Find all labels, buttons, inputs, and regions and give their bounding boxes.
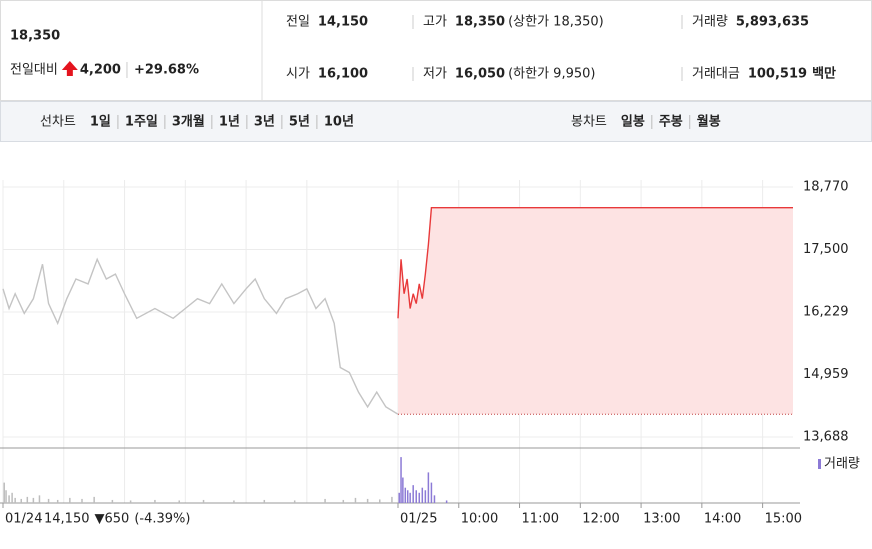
x-tick-label: 01/25: [400, 512, 437, 527]
volume-bar: [47, 498, 50, 503]
item-value: 16,050: [455, 67, 505, 82]
toolbar: [0, 101, 872, 142]
x-tick-label: 01/24: [5, 512, 42, 527]
volume-bar: [3, 482, 5, 503]
item-note: (하한가 9,950): [508, 67, 595, 82]
toolbar-label: 선차트: [40, 115, 76, 130]
toolbar-option[interactable]: 주봉: [659, 115, 683, 130]
volume-bar: [5, 490, 7, 503]
item-unit: 백만: [812, 66, 836, 82]
price-line: [397, 206, 793, 319]
volume-bar: [129, 500, 132, 503]
volume-bar: [400, 457, 402, 503]
price-line: [2, 257, 399, 415]
volume-bar: [418, 492, 421, 503]
item-value: 16,100: [318, 67, 368, 82]
volume-bar: [26, 496, 29, 503]
volume-bar: [233, 500, 235, 503]
volume-bar: [406, 490, 409, 503]
prev-close: 14,150: [44, 512, 90, 527]
x-tick-label: 10:00: [461, 512, 498, 527]
volume-bar: [178, 500, 180, 503]
volume-bar: [69, 497, 71, 503]
change-label: 전일대비: [10, 63, 58, 78]
legend-label: 거래량: [824, 457, 860, 472]
y-tick-label: 18,770: [803, 180, 849, 195]
volume-bar: [11, 492, 13, 503]
volume-bar: [293, 500, 296, 503]
volume-bar: [154, 499, 156, 503]
volume-bar: [354, 497, 357, 503]
rate: +29.68%: [134, 63, 199, 78]
y-tick-label: 13,688: [803, 430, 849, 445]
volume-bar: [93, 496, 95, 503]
item-label: 거래량: [692, 15, 728, 30]
volume-bar: [391, 496, 393, 503]
prev-change: ▼650: [95, 512, 130, 527]
x-tick-label: 13:00: [643, 512, 680, 527]
x-tick-label: 14:00: [704, 512, 741, 527]
item-label: 시가: [286, 67, 310, 82]
item-note: (상한가 18,350): [508, 15, 604, 30]
volume-bar: [81, 498, 83, 503]
item-value: 18,350: [455, 15, 505, 30]
item-label: 전일: [286, 15, 310, 30]
volume-bar: [56, 499, 59, 503]
toolbar-option[interactable]: 3년: [254, 115, 275, 130]
volume-bar: [324, 498, 326, 503]
item-label: 고가: [423, 15, 447, 30]
toolbar-option[interactable]: 5년: [289, 115, 310, 130]
up-arrow: [61, 61, 78, 76]
legend-swatch: [818, 459, 821, 469]
toolbar-option[interactable]: 일봉: [621, 115, 645, 130]
volume-bar: [404, 487, 407, 503]
volume-bar: [8, 495, 10, 503]
volume-bar: [445, 500, 448, 503]
change: 4,200: [80, 63, 121, 78]
volume-bar: [32, 497, 35, 503]
toolbar-label: 봉차트: [571, 115, 607, 130]
toolbar-option[interactable]: 3개월: [172, 114, 205, 130]
volume-bar: [402, 477, 404, 503]
toolbar-option[interactable]: 1년: [219, 115, 240, 130]
volume-bar: [14, 497, 16, 503]
x-tick-label: 15:00: [765, 512, 802, 527]
item-value: 100,519: [748, 67, 807, 82]
volume-bar: [409, 492, 411, 503]
x-tick-label: 12:00: [582, 512, 619, 527]
y-tick-label: 14,959: [803, 367, 849, 382]
item-value: 14,150: [318, 15, 368, 30]
volume-bar: [421, 487, 424, 503]
volume-bar: [111, 499, 114, 503]
toolbar-option[interactable]: 1일: [90, 115, 111, 130]
item-label: 거래대금: [692, 67, 740, 82]
area-fill: [398, 207, 793, 415]
volume-bar: [412, 485, 414, 503]
volume-bar: [415, 490, 417, 503]
volume-bar: [398, 492, 400, 503]
volume-bar: [366, 498, 369, 503]
prev-rate: (-4.39%): [134, 512, 190, 527]
volume-bar: [433, 495, 436, 503]
toolbar-option[interactable]: 월봉: [697, 114, 721, 130]
volume-bar: [430, 482, 433, 503]
toolbar-option[interactable]: 10년: [324, 115, 354, 130]
volume-bar: [20, 498, 22, 503]
toolbar-option[interactable]: 1주일: [125, 115, 158, 130]
volume-bar: [38, 495, 41, 503]
y-tick-label: 16,229: [803, 305, 849, 320]
volume-bar: [202, 499, 205, 503]
price: 18,350: [10, 29, 60, 44]
item-value: 5,893,635: [736, 15, 809, 30]
volume-bar: [424, 490, 427, 503]
volume-bar: [379, 499, 381, 503]
y-tick-label: 17,500: [803, 242, 849, 257]
volume-bar: [427, 472, 430, 503]
volume-bar: [263, 499, 266, 503]
x-tick-label: 11:00: [522, 512, 559, 527]
volume-bar: [342, 499, 345, 503]
quote-box: [0, 0, 872, 101]
item-label: 저가: [423, 67, 447, 82]
